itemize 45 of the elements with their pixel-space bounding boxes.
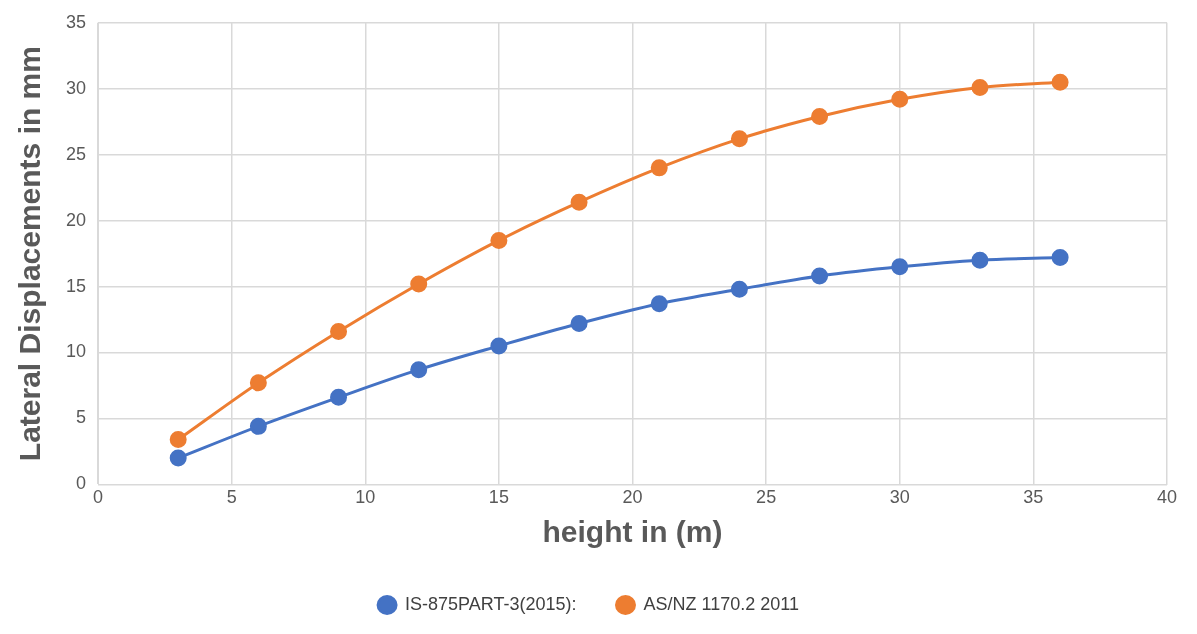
point [249,374,267,392]
x-axis-title: height in (m) [542,515,723,549]
x-tick-label: 30 [889,487,910,508]
point [811,107,829,125]
point [490,231,508,249]
y-tick-label: 25 [65,143,87,164]
point [169,449,187,467]
point [410,275,428,293]
x-tick-label: 40 [1156,487,1178,508]
x-tick-label: 25 [756,487,777,508]
point [570,315,588,332]
point [570,193,588,211]
x-tick-label: 10 [355,487,376,508]
x-tick-label: 35 [1023,487,1044,508]
point [169,431,187,449]
point [249,417,267,435]
point [730,280,748,298]
legend-label: IS-875PART-3(2015): [405,593,577,614]
point [410,361,428,379]
legend-label: AS/NZ 1170.2 2011 [643,593,799,614]
y-tick-label: 30 [65,77,87,98]
point [1051,73,1069,91]
x-tick-label: 15 [488,487,509,508]
point [650,159,668,177]
x-tick-label: 5 [226,487,237,508]
point [490,337,508,355]
y-axis-title: Lateral Displacements in mm [13,46,47,462]
y-tick-label: 5 [76,407,87,428]
point [891,258,909,276]
point [730,130,748,148]
point [971,78,989,96]
y-tick-label: 20 [65,209,87,230]
point [811,267,829,285]
point [330,388,348,406]
x-tick-label: 0 [93,487,104,508]
point [891,90,909,108]
y-tick-label: 35 [65,11,87,32]
point [971,251,989,269]
point [650,295,668,313]
y-tick-label: 0 [76,473,87,494]
y-tick-label: 10 [65,341,87,362]
y-tick-label: 15 [65,275,87,296]
x-tick-label: 20 [622,487,643,508]
point [1051,249,1069,267]
point [330,322,348,340]
